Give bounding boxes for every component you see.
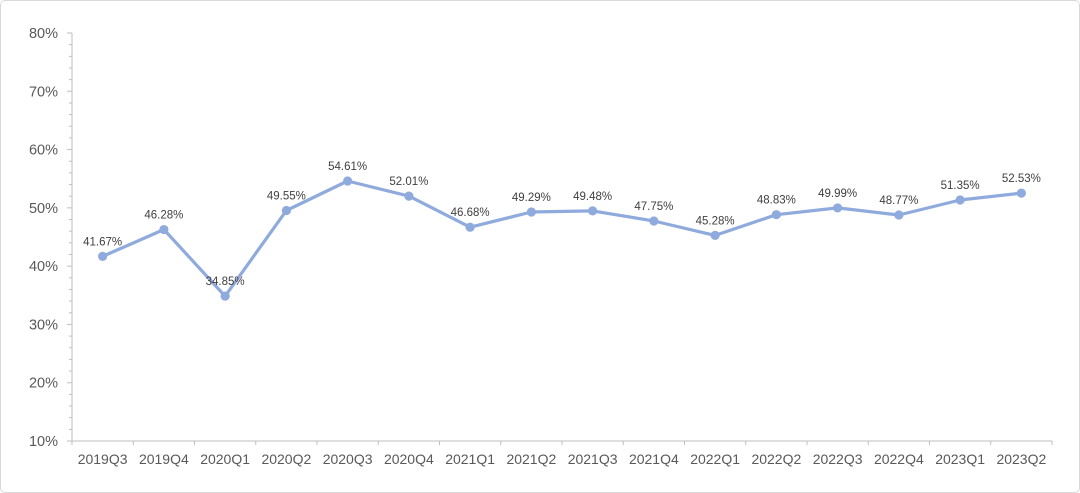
- x-tick-label: 2022Q4: [874, 451, 924, 467]
- x-tick-label: 2019Q4: [139, 451, 189, 467]
- data-point-label: 41.67%: [83, 236, 122, 248]
- data-point-marker: [894, 210, 904, 220]
- data-point-marker: [465, 222, 475, 232]
- data-point-label: 34.85%: [206, 276, 245, 288]
- series-line: [100, 179, 1024, 298]
- data-point-label: 49.48%: [573, 191, 612, 203]
- data-point-marker: [526, 207, 536, 217]
- data-point-label: 47.75%: [634, 201, 673, 213]
- x-tick-label: 2022Q2: [751, 451, 801, 467]
- x-tick-label: 2022Q1: [690, 451, 740, 467]
- data-point-label: 54.61%: [328, 161, 367, 173]
- y-tick-label: 80%: [29, 26, 58, 42]
- x-tick-label: 2021Q2: [506, 451, 556, 467]
- y-tick-label: 50%: [29, 201, 58, 217]
- data-point-marker: [710, 230, 720, 240]
- x-tick-label: 2021Q3: [568, 451, 618, 467]
- x-tick-label: 2020Q4: [384, 451, 434, 467]
- y-tick-label: 10%: [29, 434, 58, 450]
- x-tick-label: 2019Q3: [78, 451, 128, 467]
- y-tick-label: 30%: [29, 317, 58, 333]
- data-point-marker: [343, 176, 353, 186]
- y-tick-label: 70%: [29, 84, 58, 100]
- data-point-marker: [1016, 188, 1026, 198]
- data-point-label: 49.29%: [512, 192, 551, 204]
- x-tick-label: 2021Q4: [629, 451, 679, 467]
- data-point-label: 52.01%: [389, 176, 428, 188]
- data-point-marker: [771, 210, 781, 220]
- data-point-marker: [649, 216, 659, 226]
- y-tick-label: 60%: [29, 143, 58, 159]
- data-point-marker: [955, 195, 965, 205]
- x-tick-label: 2020Q1: [200, 451, 250, 467]
- data-point-label: 48.77%: [879, 195, 918, 207]
- x-tick-label: 2022Q3: [813, 451, 863, 467]
- x-tick-label: 2023Q1: [935, 451, 985, 467]
- data-point-label: 45.28%: [696, 215, 735, 227]
- data-point-marker: [98, 251, 108, 262]
- y-tick-label: 20%: [29, 376, 58, 392]
- data-point-label: 46.68%: [451, 207, 490, 219]
- y-tick-label: 40%: [29, 259, 58, 275]
- data-point-marker: [220, 291, 230, 301]
- x-tick-label: 2023Q2: [996, 451, 1046, 467]
- x-tick-label: 2020Q3: [323, 451, 373, 467]
- data-point-marker: [404, 191, 414, 201]
- x-tick-label: 2021Q1: [445, 451, 495, 467]
- data-point-label: 52.53%: [1002, 173, 1041, 185]
- data-point-marker: [588, 206, 598, 216]
- data-point-label: 51.35%: [941, 180, 980, 192]
- data-point-label: 48.83%: [757, 195, 796, 207]
- data-point-marker: [281, 205, 291, 216]
- x-tick-label: 2020Q2: [261, 451, 311, 467]
- data-point-marker: [833, 203, 843, 213]
- data-point-marker: [159, 224, 169, 235]
- data-point-label: 49.55%: [267, 190, 306, 202]
- data-point-label: 49.99%: [818, 188, 857, 200]
- data-point-label: 46.28%: [144, 210, 183, 222]
